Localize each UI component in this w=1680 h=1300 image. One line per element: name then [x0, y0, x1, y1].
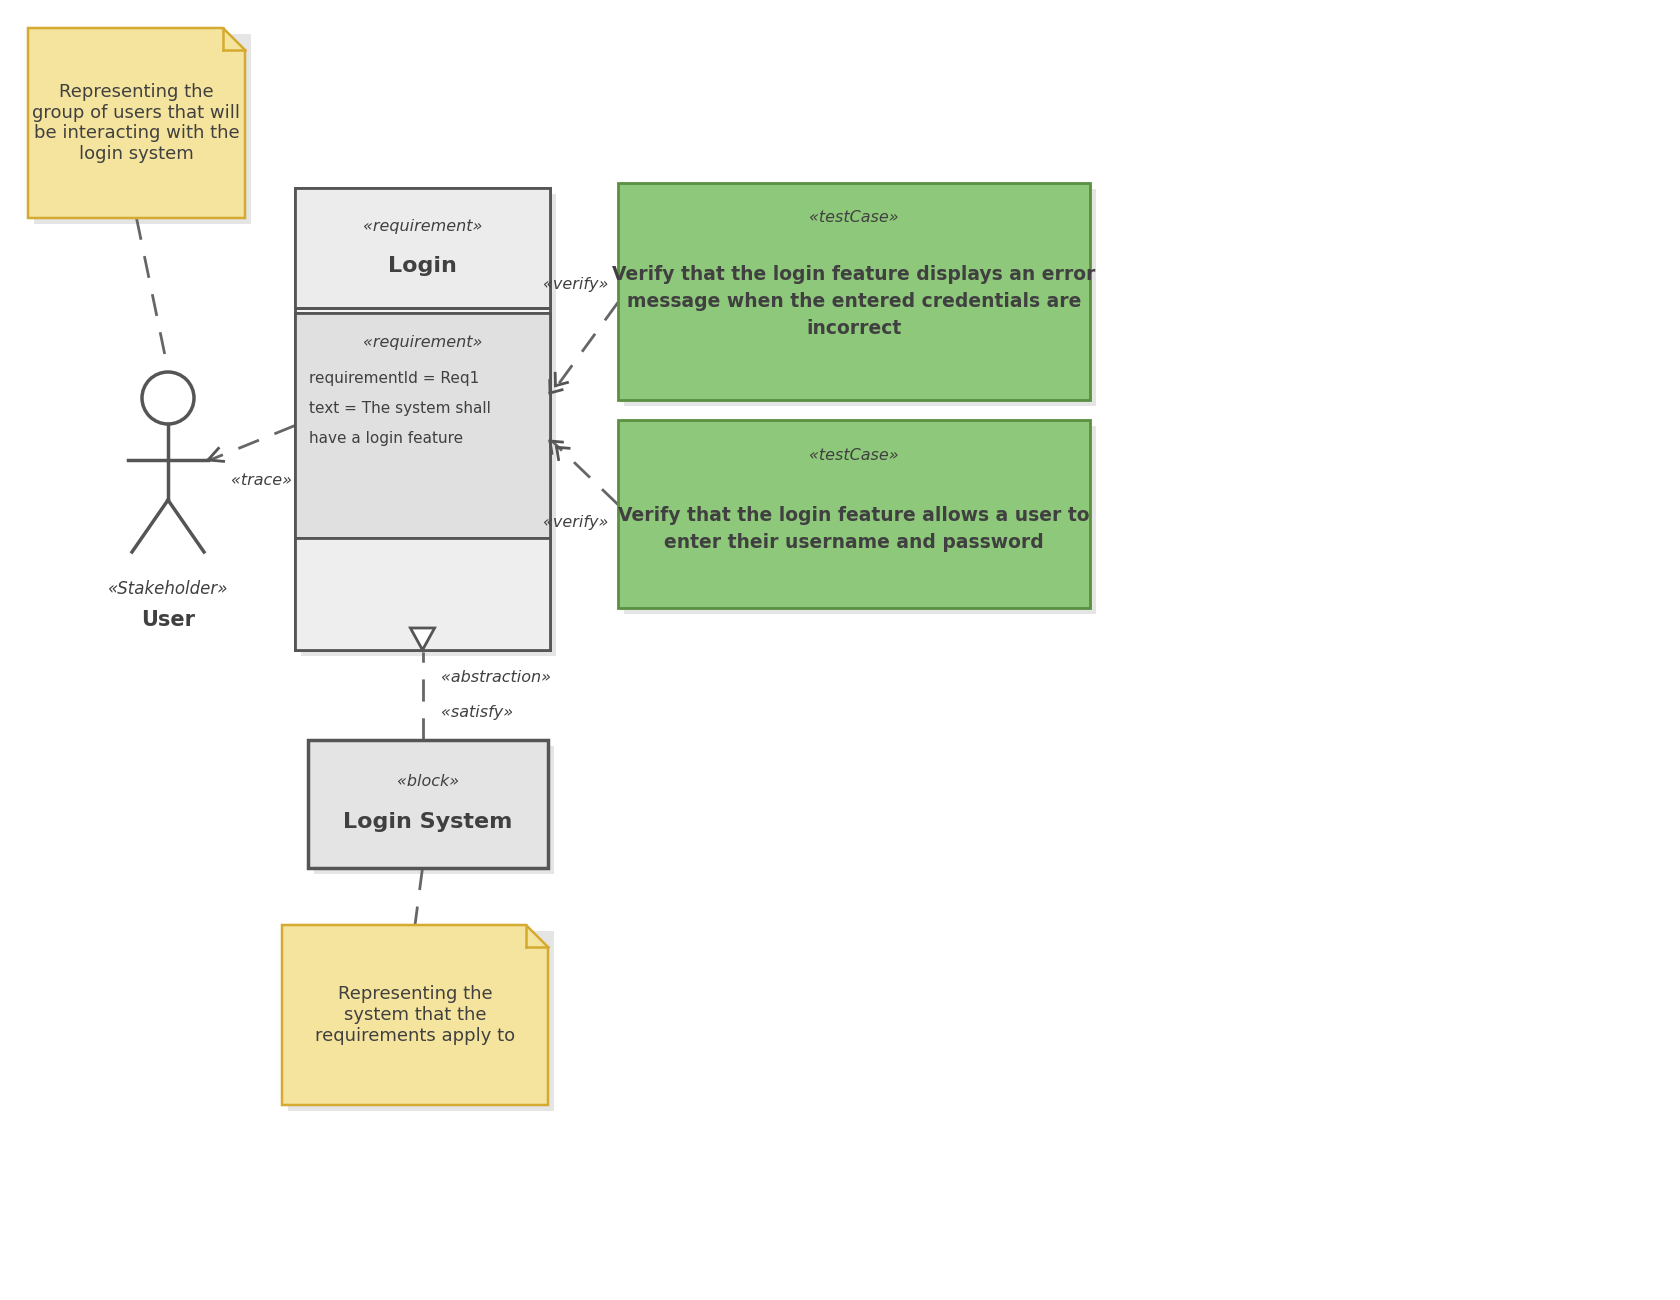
- Text: requirementId = Req1: requirementId = Req1: [309, 370, 479, 386]
- Text: «verify»: «verify»: [543, 277, 608, 292]
- Text: «block»: «block»: [396, 775, 459, 789]
- Text: «requirement»: «requirement»: [363, 218, 482, 234]
- Text: have a login feature: have a login feature: [309, 430, 464, 446]
- Text: «trace»: «trace»: [232, 473, 292, 488]
- Bar: [618, 420, 1090, 608]
- Bar: [314, 746, 554, 874]
- Polygon shape: [29, 29, 245, 218]
- Text: Verify that the login feature displays an error
message when the entered credent: Verify that the login feature displays a…: [612, 265, 1095, 338]
- Polygon shape: [410, 628, 435, 650]
- Bar: [296, 313, 549, 538]
- Text: User: User: [141, 610, 195, 630]
- Bar: [301, 194, 556, 656]
- Polygon shape: [282, 926, 548, 1105]
- Bar: [307, 740, 548, 868]
- Bar: [34, 34, 250, 224]
- Bar: [296, 538, 549, 650]
- Bar: [287, 931, 554, 1112]
- Text: «verify»: «verify»: [543, 515, 608, 530]
- Text: Login: Login: [388, 256, 457, 276]
- Text: «testCase»: «testCase»: [810, 447, 899, 463]
- Bar: [296, 188, 549, 308]
- Text: text = The system shall: text = The system shall: [309, 400, 491, 416]
- Text: Login System: Login System: [343, 812, 512, 832]
- Text: «requirement»: «requirement»: [363, 335, 482, 351]
- Text: «satisfy»: «satisfy»: [440, 706, 512, 720]
- Text: Representing the
group of users that will
be interacting with the
login system: Representing the group of users that wil…: [32, 83, 240, 164]
- Bar: [623, 188, 1095, 406]
- Text: Verify that the login feature allows a user to
enter their username and password: Verify that the login feature allows a u…: [618, 506, 1090, 551]
- Text: «Stakeholder»: «Stakeholder»: [108, 580, 228, 598]
- Bar: [618, 183, 1090, 400]
- Bar: [623, 426, 1095, 614]
- Bar: [296, 188, 549, 650]
- Text: «testCase»: «testCase»: [810, 211, 899, 225]
- Text: «abstraction»: «abstraction»: [440, 670, 551, 685]
- Text: Representing the
system that the
requirements apply to: Representing the system that the require…: [314, 985, 516, 1045]
